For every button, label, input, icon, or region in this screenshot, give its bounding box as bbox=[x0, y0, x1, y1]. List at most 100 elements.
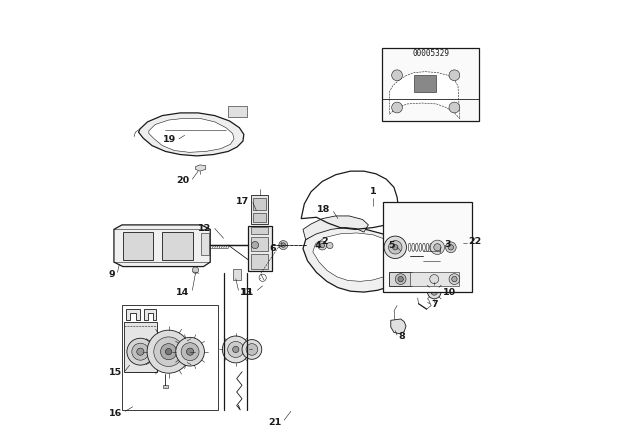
Circle shape bbox=[434, 244, 441, 251]
Bar bbox=[123, 232, 154, 260]
Circle shape bbox=[320, 243, 324, 248]
Circle shape bbox=[228, 341, 244, 358]
Text: 9: 9 bbox=[108, 270, 115, 279]
Bar bbox=[122, 305, 218, 410]
Circle shape bbox=[242, 340, 262, 359]
Circle shape bbox=[396, 274, 406, 284]
Circle shape bbox=[233, 346, 239, 353]
Text: 00005329: 00005329 bbox=[413, 49, 450, 58]
Bar bbox=[250, 227, 269, 234]
Circle shape bbox=[428, 252, 435, 259]
Polygon shape bbox=[303, 228, 410, 292]
Bar bbox=[232, 269, 241, 280]
Polygon shape bbox=[389, 72, 460, 119]
Text: 11: 11 bbox=[241, 288, 255, 297]
Bar bbox=[253, 198, 266, 210]
Text: 20: 20 bbox=[176, 176, 189, 185]
Bar bbox=[389, 272, 412, 286]
Circle shape bbox=[384, 236, 406, 258]
Circle shape bbox=[181, 343, 199, 361]
Circle shape bbox=[279, 241, 288, 250]
Text: 8: 8 bbox=[399, 332, 406, 341]
Polygon shape bbox=[391, 319, 406, 334]
Circle shape bbox=[445, 242, 456, 253]
Circle shape bbox=[252, 241, 259, 249]
Bar bbox=[253, 213, 266, 222]
Bar bbox=[250, 254, 269, 269]
Polygon shape bbox=[313, 233, 401, 281]
Bar bbox=[423, 246, 440, 265]
Circle shape bbox=[154, 337, 183, 366]
Circle shape bbox=[246, 344, 258, 355]
Text: 12: 12 bbox=[198, 224, 212, 233]
Text: 18: 18 bbox=[317, 205, 330, 214]
Bar bbox=[163, 385, 168, 388]
Circle shape bbox=[448, 245, 454, 250]
Circle shape bbox=[317, 241, 327, 250]
Text: 21: 21 bbox=[268, 418, 281, 426]
Bar bbox=[124, 322, 157, 372]
Circle shape bbox=[449, 102, 460, 113]
Circle shape bbox=[326, 242, 333, 249]
Bar bbox=[383, 202, 472, 292]
Circle shape bbox=[452, 276, 457, 282]
Circle shape bbox=[132, 343, 149, 360]
Text: 5: 5 bbox=[388, 241, 395, 250]
Text: 3: 3 bbox=[445, 240, 451, 249]
Text: 17: 17 bbox=[236, 197, 250, 206]
Bar bbox=[163, 232, 193, 260]
Polygon shape bbox=[195, 165, 205, 171]
Text: 6: 6 bbox=[269, 244, 276, 253]
Text: 16: 16 bbox=[109, 409, 122, 418]
Polygon shape bbox=[138, 113, 244, 156]
Polygon shape bbox=[145, 309, 156, 320]
Text: 10: 10 bbox=[443, 288, 456, 297]
Circle shape bbox=[222, 336, 249, 363]
Circle shape bbox=[398, 276, 403, 282]
Circle shape bbox=[425, 249, 438, 263]
Polygon shape bbox=[303, 216, 369, 240]
Circle shape bbox=[392, 102, 403, 113]
Text: 1: 1 bbox=[369, 187, 376, 196]
Text: 13: 13 bbox=[240, 288, 253, 297]
Circle shape bbox=[430, 240, 445, 254]
Polygon shape bbox=[149, 118, 234, 152]
Circle shape bbox=[176, 337, 204, 366]
Text: 4: 4 bbox=[314, 241, 321, 250]
Bar bbox=[250, 195, 269, 224]
Polygon shape bbox=[127, 309, 140, 320]
Circle shape bbox=[192, 267, 198, 273]
Bar bbox=[410, 272, 459, 286]
Circle shape bbox=[449, 274, 460, 284]
Circle shape bbox=[431, 289, 437, 295]
Text: 7: 7 bbox=[431, 300, 438, 309]
Bar bbox=[248, 226, 271, 271]
Polygon shape bbox=[114, 225, 210, 267]
Circle shape bbox=[430, 275, 439, 284]
Circle shape bbox=[397, 253, 404, 259]
Bar bbox=[414, 75, 436, 92]
Circle shape bbox=[392, 70, 403, 81]
Circle shape bbox=[127, 338, 154, 365]
Bar bbox=[382, 48, 479, 121]
Circle shape bbox=[161, 344, 177, 360]
Text: 22: 22 bbox=[468, 237, 482, 246]
Text: 2: 2 bbox=[321, 237, 328, 246]
Circle shape bbox=[137, 348, 144, 355]
Bar bbox=[250, 237, 269, 251]
Circle shape bbox=[449, 70, 460, 81]
Bar bbox=[228, 106, 247, 117]
Circle shape bbox=[165, 349, 172, 355]
Circle shape bbox=[428, 285, 441, 299]
Circle shape bbox=[389, 245, 412, 267]
Circle shape bbox=[394, 250, 408, 263]
Text: 14: 14 bbox=[176, 288, 189, 297]
Circle shape bbox=[147, 330, 190, 373]
Circle shape bbox=[388, 241, 402, 254]
Circle shape bbox=[281, 243, 285, 247]
Circle shape bbox=[392, 245, 398, 250]
Circle shape bbox=[186, 348, 194, 355]
Text: 15: 15 bbox=[109, 368, 122, 377]
Text: 19: 19 bbox=[163, 135, 176, 144]
Bar bbox=[201, 233, 209, 255]
